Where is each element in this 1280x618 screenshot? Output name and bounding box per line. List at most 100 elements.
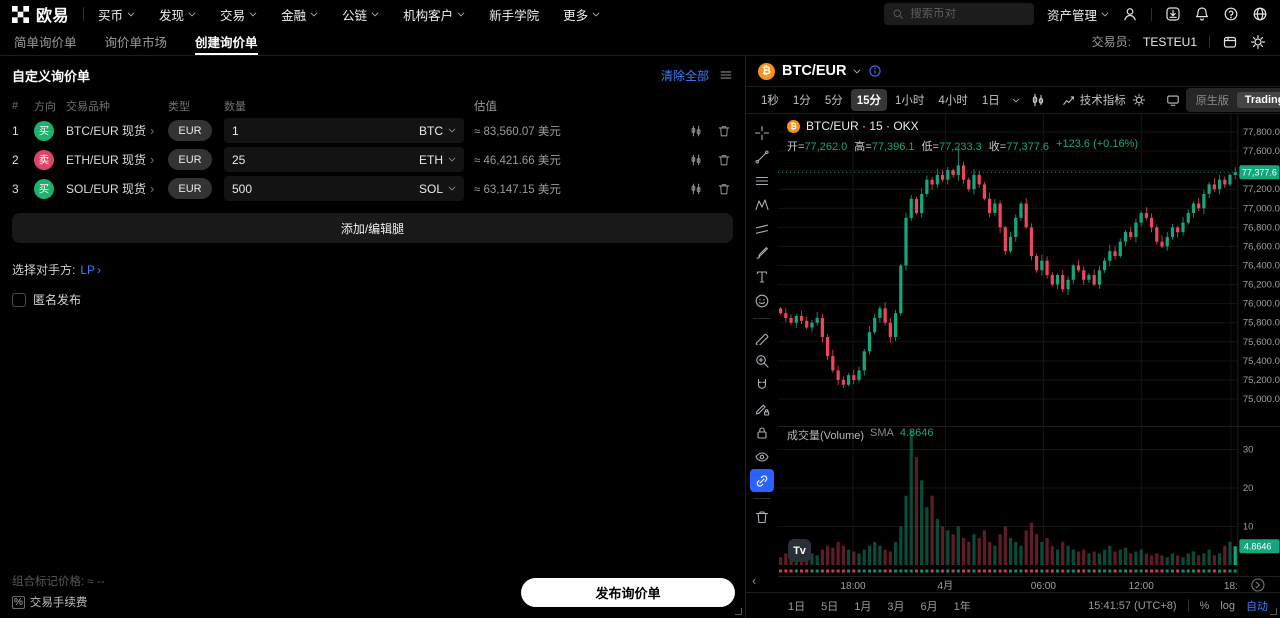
currency-select[interactable]: BTC bbox=[419, 124, 456, 138]
currency-select[interactable]: ETH bbox=[419, 153, 456, 167]
tool-horizontal-lines[interactable] bbox=[750, 169, 774, 192]
amount-input[interactable]: 25 ETH bbox=[224, 147, 464, 172]
nav-menu-交易[interactable]: 交易 bbox=[220, 5, 257, 24]
tab-简单询价单[interactable]: 简单询价单 bbox=[14, 36, 77, 50]
clock[interactable]: 15:41:57 (UTC+8) bbox=[1088, 599, 1177, 612]
nav-menu-发现[interactable]: 发现 bbox=[159, 5, 196, 24]
settings-button[interactable] bbox=[1250, 34, 1266, 50]
nav-menu-买币[interactable]: 买币 bbox=[98, 5, 135, 24]
log-scale-button[interactable]: log bbox=[1220, 599, 1235, 612]
indicators-button[interactable]: 技术指标 bbox=[1062, 92, 1126, 108]
nav-menu-公链[interactable]: 公链 bbox=[342, 5, 379, 24]
range-1日[interactable]: 1日 bbox=[788, 600, 806, 613]
trash-icon[interactable] bbox=[717, 153, 731, 167]
chevron-down-icon[interactable] bbox=[853, 69, 861, 74]
clear-all-link[interactable]: 清除全部 bbox=[660, 68, 709, 83]
chart-settings-button[interactable] bbox=[1128, 93, 1150, 107]
tool-parallel-channel[interactable] bbox=[750, 217, 774, 240]
interval-1日[interactable]: 1日 bbox=[981, 95, 1000, 107]
amount-input[interactable]: 1 BTC bbox=[224, 118, 464, 143]
interval-4小时[interactable]: 4小时 bbox=[938, 95, 968, 107]
type-pill[interactable]: EUR bbox=[168, 178, 212, 199]
fee-row[interactable]: % 交易手续费 bbox=[12, 594, 105, 610]
tool-emoji[interactable] bbox=[750, 289, 774, 312]
collapse-panel-arrow[interactable]: ‹ bbox=[752, 573, 757, 588]
nav-menu-更多[interactable]: 更多 bbox=[563, 5, 600, 24]
type-pill[interactable]: EUR bbox=[168, 149, 212, 170]
amount-input[interactable]: 500 SOL bbox=[224, 176, 464, 201]
candlestick-chart[interactable]: 77,800.077,600.077,400.077,200.077,000.0… bbox=[778, 114, 1280, 592]
tool-magnet[interactable] bbox=[750, 373, 774, 396]
interval-5分[interactable]: 5分 bbox=[824, 95, 843, 107]
tool-hide-all[interactable] bbox=[750, 445, 774, 468]
anonymous-checkbox[interactable] bbox=[12, 292, 26, 307]
menu-icon[interactable] bbox=[719, 68, 733, 82]
tool-xabcd-pattern[interactable] bbox=[750, 193, 774, 216]
info-button[interactable] bbox=[868, 64, 882, 78]
chart-candles-icon[interactable] bbox=[689, 124, 703, 138]
nav-menu-机构客户[interactable]: 机构客户 bbox=[403, 5, 465, 24]
help-button[interactable] bbox=[1223, 6, 1239, 22]
display-mode-button[interactable] bbox=[1162, 93, 1184, 107]
nav-menu-金融[interactable]: 金融 bbox=[281, 5, 318, 24]
nav-menu-新手学院[interactable]: 新手学院 bbox=[489, 8, 540, 23]
range-3月[interactable]: 3月 bbox=[887, 600, 905, 613]
interval-1分[interactable]: 1分 bbox=[792, 95, 811, 107]
info-icon bbox=[869, 65, 882, 77]
add-edit-legs-button[interactable]: 添加/编辑腿 bbox=[12, 213, 733, 243]
interval-dropdown[interactable] bbox=[1008, 98, 1024, 103]
counterparty-link[interactable]: LP › bbox=[80, 263, 101, 277]
notifications-button[interactable] bbox=[1194, 6, 1210, 22]
svg-text:75,400.0: 75,400.0 bbox=[1243, 356, 1280, 367]
search-input[interactable] bbox=[883, 3, 1034, 25]
tool-lock-all[interactable] bbox=[750, 421, 774, 444]
indicators-label: 技术指标 bbox=[1079, 95, 1126, 107]
tool-crosshair[interactable] bbox=[750, 121, 774, 144]
tab-询价单市场[interactable]: 询价单市场 bbox=[104, 36, 168, 50]
interval-15分[interactable]: 15分 bbox=[850, 89, 888, 111]
okx-logo[interactable]: 欧易 bbox=[12, 2, 69, 26]
tradingview-logo[interactable]: Tv bbox=[788, 539, 811, 562]
type-pill[interactable]: EUR bbox=[168, 120, 212, 141]
range-5日[interactable]: 5日 bbox=[821, 600, 839, 613]
tool-brush[interactable] bbox=[750, 241, 774, 264]
trash-icon[interactable] bbox=[717, 182, 731, 196]
auto-scale-button[interactable]: 自动 bbox=[1246, 600, 1268, 613]
chart-candles-icon[interactable] bbox=[689, 182, 703, 196]
candle-style-button[interactable] bbox=[1026, 92, 1050, 108]
publish-rfq-button[interactable]: 发布询价单 bbox=[521, 578, 735, 607]
percent-scale-button[interactable]: % bbox=[1199, 599, 1210, 612]
pair-selector[interactable]: BTC/EUR 现货 › bbox=[66, 122, 168, 139]
currency-select[interactable]: SOL bbox=[419, 182, 456, 196]
range-1月[interactable]: 1月 bbox=[854, 600, 872, 613]
tab-创建询价单[interactable]: 创建询价单 bbox=[195, 28, 258, 55]
range-1年[interactable]: 1年 bbox=[953, 600, 971, 613]
language-button[interactable] bbox=[1252, 6, 1268, 22]
globe-icon bbox=[1253, 7, 1267, 21]
tool-trend-line[interactable] bbox=[750, 145, 774, 168]
range-6月[interactable]: 6月 bbox=[920, 600, 938, 613]
pair-selector[interactable]: SOL/EUR 现货 › bbox=[66, 180, 168, 197]
resize-corner[interactable] bbox=[735, 608, 742, 615]
user-button[interactable] bbox=[1122, 6, 1138, 22]
tool-sync-drawings[interactable] bbox=[750, 469, 774, 492]
pair-selector[interactable]: ETH/EUR 现货 › bbox=[66, 151, 168, 168]
native-version-option[interactable]: 原生版 bbox=[1195, 95, 1229, 107]
tool-drawing-lock[interactable] bbox=[750, 397, 774, 420]
tool-text[interactable] bbox=[750, 265, 774, 288]
interval-1小时[interactable]: 1小时 bbox=[895, 95, 925, 107]
tool-zoom-in[interactable] bbox=[750, 349, 774, 372]
chart-candles-icon[interactable] bbox=[689, 153, 703, 167]
tool-trash[interactable] bbox=[750, 505, 774, 528]
interval-1秒[interactable]: 1秒 bbox=[761, 95, 779, 107]
trash-icon[interactable] bbox=[717, 124, 731, 138]
trash-icon bbox=[755, 510, 769, 523]
tool-ruler[interactable] bbox=[750, 325, 774, 348]
assets-menu[interactable]: 资产管理 bbox=[1047, 5, 1109, 24]
search-field[interactable] bbox=[910, 8, 1026, 20]
resize-corner[interactable] bbox=[1270, 608, 1277, 615]
symbol-selector[interactable]: BTC/EUR bbox=[782, 63, 847, 79]
tradingview-option[interactable]: TradingView bbox=[1236, 92, 1280, 108]
download-app-button[interactable] bbox=[1165, 6, 1181, 22]
orders-button[interactable] bbox=[1222, 34, 1238, 50]
